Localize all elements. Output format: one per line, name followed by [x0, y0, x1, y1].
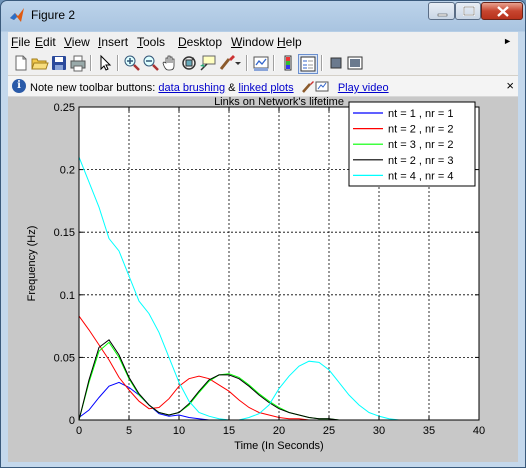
linked-plots-link[interactable]: linked plots: [238, 82, 294, 94]
x-tick-label: 35: [423, 425, 435, 437]
toolbar-info-bar: i Note new toolbar buttons: data brushin…: [8, 76, 518, 97]
menu-help[interactable]: Help: [277, 35, 302, 49]
edit-plot-arrow-icon[interactable]: [96, 54, 114, 72]
toolbar-separator: [117, 55, 119, 71]
new-figure-icon[interactable]: [12, 54, 30, 72]
y-tick-label: 0.25: [54, 102, 75, 114]
close-button[interactable]: [481, 2, 523, 20]
line-chart[interactable]: Links on Network's lifetime 0 5 10 15 20 25 30 3…: [8, 97, 518, 462]
maximize-button[interactable]: [455, 2, 481, 20]
data-brushing-link[interactable]: data brushing: [158, 82, 226, 94]
toolbar-separator: [246, 55, 248, 71]
menu-tools[interactable]: Tools: [137, 35, 166, 49]
save-icon[interactable]: [50, 54, 68, 72]
menu-window[interactable]: Window: [231, 35, 274, 49]
y-tick-label: 0.1: [60, 290, 75, 302]
zoom-out-icon[interactable]: [142, 54, 160, 72]
y-tick-label: 0: [69, 415, 75, 427]
print-icon[interactable]: [69, 54, 87, 72]
y-tick-label: 0.05: [54, 352, 75, 364]
info-prefix: Note new toolbar buttons:: [30, 82, 159, 94]
series-line-5[interactable]: [78, 156, 429, 421]
x-tick-label: 5: [126, 425, 132, 437]
show-plot-tools-icon[interactable]: [346, 54, 364, 72]
open-file-icon[interactable]: [31, 54, 49, 72]
maximize-icon: [463, 6, 475, 16]
menu-insert[interactable]: Insert: [98, 35, 129, 49]
figure-canvas[interactable]: Links on Network's lifetime 0 5 10 15 20 25 30 3…: [8, 97, 518, 462]
figure-client-area: ► File Edit View Insert Tools Desktop Window He…: [8, 32, 518, 462]
rotate-3d-icon[interactable]: [180, 54, 198, 72]
y-tick-label: 0.15: [54, 227, 75, 239]
y-axis-label: Frequency (Hz): [26, 226, 38, 302]
x-tick-label: 15: [223, 425, 235, 437]
info-icon: i: [12, 79, 26, 93]
play-video-link[interactable]: Play video: [337, 82, 389, 94]
toolbar-separator: [273, 55, 275, 71]
menubar-overflow-icon[interactable]: ►: [503, 36, 512, 46]
link-plot-icon[interactable]: [252, 54, 270, 72]
close-icon: [497, 6, 509, 17]
toolbar-separator: [90, 55, 92, 71]
series-line-2[interactable]: [78, 315, 329, 421]
minimize-icon: [437, 13, 448, 17]
window-title: Figure 2: [31, 8, 76, 22]
menu-edit[interactable]: Edit: [35, 35, 56, 49]
menu-bar: ► File Edit View Insert Tools Desktop Window He…: [8, 32, 518, 51]
toolbar-separator: [321, 55, 323, 71]
hide-plot-tools-icon[interactable]: [327, 54, 345, 72]
legend-label-4: nt = 2 , nr = 3: [388, 155, 453, 167]
x-tick-label: 40: [473, 425, 485, 437]
x-axis-label: Time (In Seconds): [234, 440, 323, 452]
minimize-button[interactable]: [428, 2, 455, 20]
x-tick-label: 20: [273, 425, 285, 437]
chart-title: Links on Network's lifetime: [214, 97, 344, 108]
x-tick-label: 25: [323, 425, 335, 437]
menu-view[interactable]: View: [64, 35, 90, 49]
x-tick-label: 30: [373, 425, 385, 437]
menu-desktop[interactable]: Desktop: [178, 35, 223, 49]
zoom-in-icon[interactable]: [123, 54, 141, 72]
insert-legend-icon[interactable]: [298, 54, 318, 74]
menu-file[interactable]: File: [11, 35, 31, 49]
info-message: Note new toolbar buttons: data brushing …: [30, 80, 389, 94]
legend-label-3: nt = 3 , nr = 2: [388, 139, 453, 151]
matlab-logo-icon: [10, 8, 24, 22]
insert-colorbar-icon[interactable]: [279, 54, 297, 72]
title-bar[interactable]: Figure 2: [1, 1, 525, 31]
data-cursor-icon[interactable]: [199, 54, 217, 72]
legend-label-2: nt = 2 , nr = 2: [388, 124, 453, 136]
x-tick-label: 10: [173, 425, 185, 437]
legend-label-1: nt = 1 , nr = 1: [388, 108, 453, 120]
legend-label-5: nt = 4 , nr = 4: [388, 170, 453, 182]
pan-hand-icon[interactable]: [161, 54, 179, 72]
info-amp: &: [225, 82, 239, 94]
y-tick-label: 0.2: [60, 165, 75, 177]
brush-icon[interactable]: [218, 54, 236, 72]
brush-dropdown-icon[interactable]: [234, 54, 242, 72]
figure-toolbar: [8, 51, 518, 76]
brush-icon: [301, 81, 314, 93]
x-tick-label: 0: [76, 425, 82, 437]
info-bar-close-icon[interactable]: ×: [506, 78, 514, 93]
link-plot-icon: [315, 81, 329, 92]
